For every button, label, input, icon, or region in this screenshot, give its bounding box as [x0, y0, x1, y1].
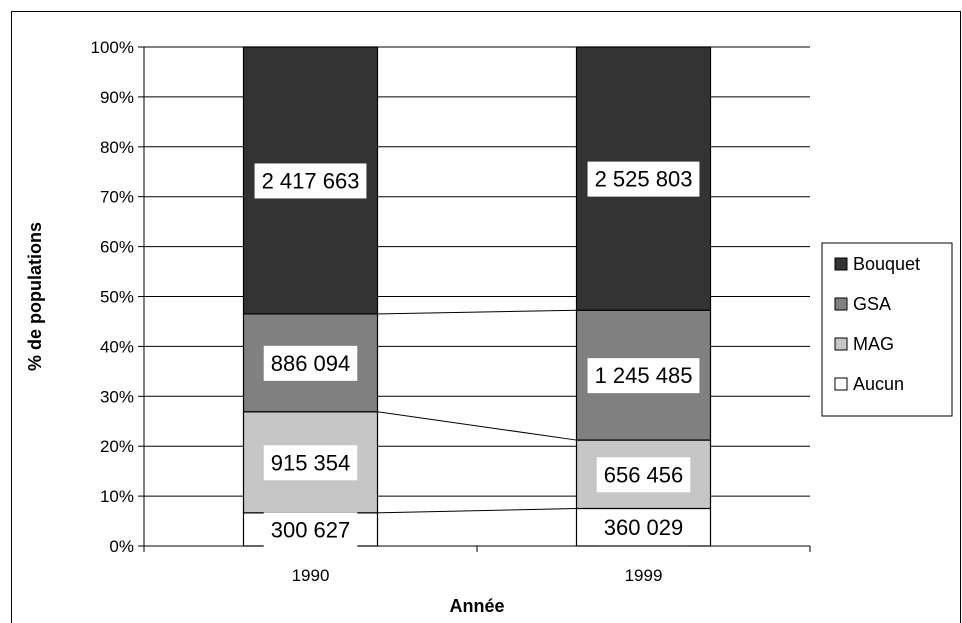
tick-labels: 0% 10% 20% 30% 40% 50% 60% 70% 80% 90% 100% 1990 199…	[91, 38, 663, 585]
data-label-box	[587, 358, 700, 394]
y-tick-label: 80%	[100, 138, 134, 157]
data-label-box	[254, 163, 367, 199]
data-label-box	[587, 161, 700, 197]
y-tick-label: 60%	[100, 238, 134, 257]
legend-label-mag: MAG	[853, 334, 894, 354]
data-label-mag-1990: 915 354	[271, 450, 351, 475]
chart-frame	[11, 11, 961, 623]
legend-swatch-aucun	[834, 377, 848, 391]
legend-swatch-gsa	[834, 297, 848, 311]
legend: Bouquet GSA MAG Aucun	[821, 242, 953, 417]
y-tick-label: 70%	[100, 188, 134, 207]
data-label-aucun-1990: 300 627	[271, 517, 351, 542]
y-tick-label: 100%	[91, 38, 134, 57]
data-label-bouquet-1990: 2 417 663	[262, 168, 360, 193]
data-label-mag-1999: 656 456	[604, 462, 684, 487]
legend-box	[821, 242, 953, 417]
legend-swatch-bouquet	[834, 257, 848, 271]
data-label-box	[263, 345, 358, 381]
legend-label-aucun: Aucun	[853, 374, 904, 394]
x-tick-label-1999: 1999	[625, 566, 663, 585]
series-line-aucun	[377, 507, 577, 514]
x-axis-title: Année	[449, 596, 504, 616]
y-tick-label: 90%	[100, 88, 134, 107]
y-tick-label: 50%	[100, 288, 134, 307]
data-label-gsa-1990: 886 094	[271, 351, 351, 376]
data-label-box	[263, 512, 358, 548]
data-label-bouquet-1999: 2 525 803	[595, 167, 693, 192]
legend-label-bouquet: Bouquet	[853, 254, 920, 274]
data-label-gsa-1999: 1 245 485	[595, 363, 693, 388]
y-tick-label: 0%	[109, 537, 134, 556]
y-tick-label: 20%	[100, 437, 134, 456]
data-label-aucun-1999: 360 029	[604, 515, 684, 540]
series-line-mag	[377, 411, 577, 441]
data-labels: 300 627 915 354 886 094 2 417 663 360 029 656…	[254, 161, 700, 548]
y-tick-label: 40%	[100, 337, 134, 356]
data-label-box	[596, 457, 691, 493]
x-tick-label-1990: 1990	[292, 566, 330, 585]
bars	[242, 46, 712, 547]
series-lines	[377, 309, 577, 514]
series-line-gsa	[377, 309, 577, 315]
data-label-box	[596, 510, 691, 546]
y-tick-label: 30%	[100, 387, 134, 406]
y-tick-label: 10%	[100, 487, 134, 506]
data-label-box	[263, 445, 358, 481]
legend-label-gsa: GSA	[853, 294, 891, 314]
legend-swatch-mag	[834, 337, 848, 351]
y-axis-title: % de populations	[25, 222, 45, 371]
